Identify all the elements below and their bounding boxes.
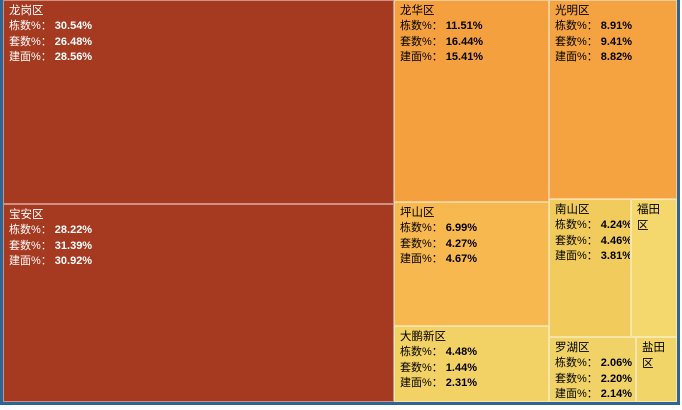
district-name: 南山区: [555, 204, 590, 216]
metric-value: 28.22%: [54, 224, 93, 236]
metric-value: 15.41%: [445, 51, 484, 63]
metric-row-jian: 建面%： 2.14%: [555, 387, 632, 401]
metric-row-tao: 套数%： 2.20%: [555, 372, 632, 388]
metric-label: 套数%：: [400, 361, 443, 374]
metric-value: 28.56%: [54, 51, 93, 63]
metric-label: 栋数%：: [9, 224, 52, 236]
metric-label: 建面%：: [400, 253, 443, 265]
metric-label: 建面%：: [9, 51, 52, 63]
metric-value: 4.46%: [600, 234, 631, 247]
metric-value: 3.81%: [600, 250, 631, 262]
metric-row-tao: 套数%： 4.46%: [555, 234, 630, 250]
district-name: 光明区: [555, 5, 590, 17]
metric-label: 套数%：: [400, 35, 443, 48]
metric-value: 6.99%: [445, 222, 477, 234]
district-name: 福田区: [637, 204, 660, 232]
treemap-tile-longgang[interactable]: 龙岗区 栋数%： 30.54% 套数%： 26.48% 建面%： 28.56%: [3, 0, 394, 204]
metric-label: 套数%：: [555, 234, 598, 247]
metric-row-tao: 套数%： 9.41%: [555, 35, 671, 51]
metric-value: 4.48%: [445, 346, 477, 358]
metric-label: 栋数%：: [9, 20, 52, 32]
metric-row-jian: 建面%： 8.82%: [555, 50, 671, 66]
treemap-tile-nanshan[interactable]: 南山区 栋数%： 4.24% 套数%： 4.46% 建面%： 3.81%: [549, 199, 631, 337]
treemap: 龙岗区 栋数%： 30.54% 套数%： 26.48% 建面%： 28.56% 宝安区…: [3, 0, 677, 402]
metric-value: 4.27%: [445, 237, 477, 250]
metric-value: 4.24%: [600, 219, 631, 231]
metric-value: 30.92%: [54, 255, 93, 267]
metric-value: 8.82%: [600, 51, 632, 63]
metric-label: 建面%：: [555, 51, 598, 63]
metric-label: 栋数%：: [400, 346, 443, 358]
metric-row-dong: 栋数%： 30.54%: [9, 19, 388, 35]
metric-value: 1.44%: [445, 361, 477, 374]
metric-row-dong: 栋数%： 4.24%: [555, 218, 630, 234]
metric-label: 栋数%：: [555, 357, 598, 369]
treemap-tile-luohu[interactable]: 罗湖区 栋数%： 2.06% 套数%： 2.20% 建面%： 2.14%: [549, 337, 636, 402]
metric-label: 套数%：: [555, 35, 598, 48]
metric-value: 2.20%: [600, 372, 632, 385]
district-name: 宝安区: [9, 209, 44, 221]
metric-label: 套数%：: [9, 239, 52, 252]
district-name: 龙岗区: [9, 5, 44, 17]
metric-row-jian: 建面%： 30.92%: [9, 254, 388, 270]
treemap-tile-futian[interactable]: 福田区: [631, 199, 677, 337]
metric-row-tao: 套数%： 26.48%: [9, 35, 388, 51]
metric-label: 栋数%：: [555, 219, 598, 231]
metric-label: 套数%：: [400, 237, 443, 250]
district-name: 龙华区: [400, 5, 435, 17]
district-name: 大鹏新区: [400, 331, 446, 343]
metric-value: 2.06%: [600, 357, 632, 369]
district-name: 盐田区: [642, 342, 665, 370]
metric-row-tao: 套数%： 4.27%: [400, 237, 543, 253]
metric-row-tao: 套数%： 16.44%: [400, 35, 543, 51]
metric-label: 建面%：: [555, 388, 598, 400]
metric-value: 26.48%: [54, 35, 93, 48]
metric-label: 栋数%：: [555, 20, 598, 32]
metric-value: 2.14%: [600, 388, 632, 400]
metric-label: 建面%：: [9, 255, 52, 267]
district-name: 罗湖区: [555, 342, 590, 354]
treemap-tile-longhua[interactable]: 龙华区 栋数%： 11.51% 套数%： 16.44% 建面%： 15.41%: [394, 0, 549, 202]
metric-value: 9.41%: [600, 35, 632, 48]
metric-row-jian: 建面%： 3.81%: [555, 249, 630, 265]
metric-row-jian: 建面%： 2.31%: [400, 376, 543, 392]
treemap-tile-guangming[interactable]: 光明区 栋数%： 8.91% 套数%： 9.41% 建面%： 8.82%: [549, 0, 677, 199]
treemap-tile-pingshan[interactable]: 坪山区 栋数%： 6.99% 套数%： 4.27% 建面%： 4.67%: [394, 202, 549, 326]
metric-value: 16.44%: [445, 35, 484, 48]
metric-value: 4.67%: [445, 253, 477, 265]
metric-value: 8.91%: [600, 20, 632, 32]
treemap-tile-dapeng[interactable]: 大鹏新区 栋数%： 4.48% 套数%： 1.44% 建面%： 2.31%: [394, 326, 549, 402]
metric-label: 套数%：: [555, 372, 598, 385]
metric-value: 30.54%: [54, 20, 93, 32]
treemap-tile-baoan[interactable]: 宝安区 栋数%： 28.22% 套数%： 31.39% 建面%： 30.92%: [3, 204, 394, 402]
district-name: 坪山区: [400, 207, 435, 219]
metric-row-jian: 建面%： 4.67%: [400, 252, 543, 268]
metric-label: 套数%：: [9, 35, 52, 48]
metric-label: 栋数%：: [400, 222, 443, 234]
metric-label: 建面%：: [400, 51, 443, 63]
metric-value: 31.39%: [54, 239, 93, 252]
metric-row-jian: 建面%： 15.41%: [400, 50, 543, 66]
metric-row-dong: 栋数%： 4.48%: [400, 345, 543, 361]
metric-value: 11.51%: [445, 20, 483, 32]
metric-label: 建面%：: [555, 250, 598, 262]
metric-row-dong: 栋数%： 6.99%: [400, 221, 543, 237]
metric-value: 2.31%: [445, 377, 477, 389]
metric-row-dong: 栋数%： 8.91%: [555, 19, 671, 35]
metric-row-dong: 栋数%： 11.51%: [400, 19, 543, 35]
metric-label: 栋数%：: [400, 20, 443, 32]
metric-row-jian: 建面%： 28.56%: [9, 50, 388, 66]
metric-row-tao: 套数%： 1.44%: [400, 361, 543, 377]
metric-row-dong: 栋数%： 28.22%: [9, 223, 388, 239]
metric-row-tao: 套数%： 31.39%: [9, 239, 388, 255]
metric-label: 建面%：: [400, 377, 443, 389]
metric-row-dong: 栋数%： 2.06%: [555, 356, 632, 372]
treemap-tile-yantian[interactable]: 盐田区: [636, 337, 677, 402]
